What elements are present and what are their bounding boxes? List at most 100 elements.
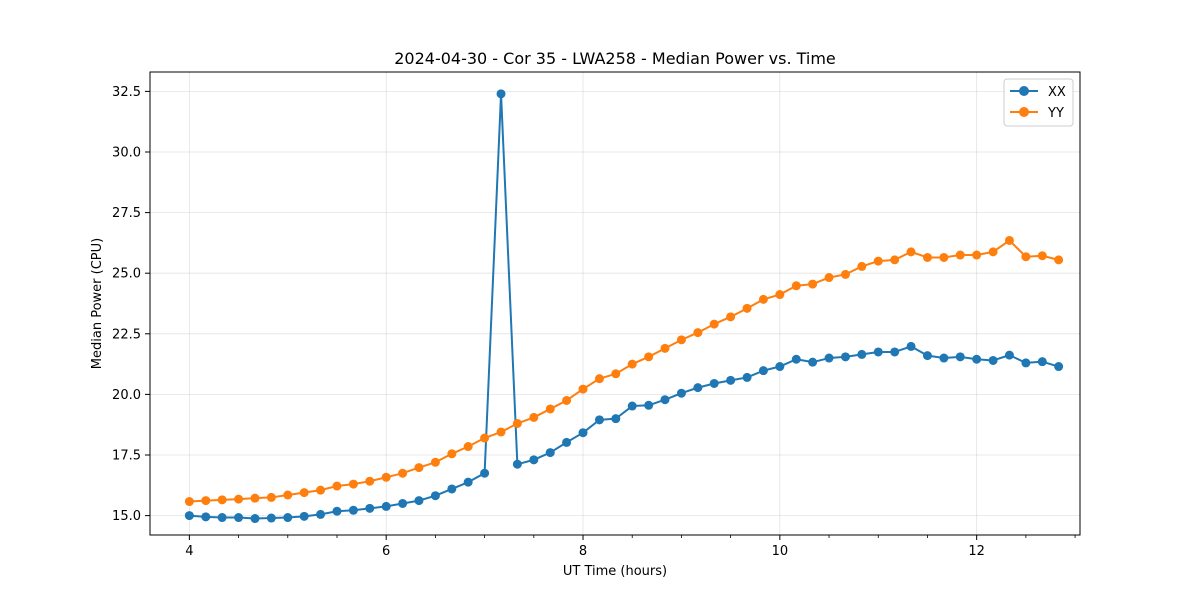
data-point-xx [463, 477, 473, 487]
data-point-xx [611, 414, 621, 424]
x-tick-label: 12 [968, 544, 985, 559]
y-tick-label: 27.5 [112, 206, 141, 221]
data-point-xx [201, 512, 211, 522]
data-point-yy [184, 497, 194, 507]
legend-marker-xx [1019, 86, 1029, 96]
data-point-yy [283, 490, 293, 500]
y-tick-label: 22.5 [112, 327, 141, 342]
data-point-xx [873, 347, 883, 357]
data-point-yy [660, 343, 670, 353]
data-point-yy [562, 395, 572, 405]
data-point-yy [545, 404, 555, 414]
data-point-xx [1054, 362, 1064, 372]
data-point-xx [529, 455, 539, 465]
data-point-yy [791, 281, 801, 291]
data-point-yy [447, 449, 457, 459]
data-point-yy [857, 261, 867, 271]
y-tick-label: 20.0 [112, 388, 141, 403]
legend-label-yy: YY [1047, 106, 1064, 121]
data-point-yy [906, 247, 916, 257]
data-point-yy [742, 303, 752, 313]
data-point-xx [414, 496, 424, 506]
data-point-yy [529, 412, 539, 422]
data-point-yy [348, 479, 358, 489]
data-point-xx [709, 378, 719, 388]
data-point-xx [430, 491, 440, 501]
data-point-xx [348, 505, 358, 515]
data-point-xx [299, 511, 309, 521]
data-point-xx [365, 503, 375, 513]
y-tick-label: 15.0 [112, 509, 141, 524]
data-point-yy [873, 256, 883, 266]
y-axis-label: Median Power (CPU) [90, 238, 105, 369]
data-point-yy [644, 352, 654, 362]
data-point-yy [890, 255, 900, 265]
data-point-yy [1054, 255, 1064, 265]
y-tick-label: 17.5 [112, 449, 141, 464]
data-point-xx [972, 354, 982, 364]
data-point-xx [808, 357, 818, 367]
data-point-yy [250, 493, 260, 503]
data-point-yy [201, 496, 211, 506]
data-point-xx [512, 459, 522, 469]
data-point-yy [955, 250, 965, 260]
data-point-yy [988, 247, 998, 257]
data-point-yy [365, 476, 375, 486]
x-tick-label: 6 [382, 544, 390, 559]
data-point-yy [463, 442, 473, 452]
data-point-xx [480, 468, 490, 478]
data-point-yy [332, 481, 342, 491]
data-point-xx [184, 511, 194, 521]
x-tick-label: 8 [579, 544, 587, 559]
data-point-yy [578, 384, 588, 394]
y-tick-label: 25.0 [112, 267, 141, 282]
y-tick-label: 32.5 [112, 85, 141, 100]
data-point-xx [676, 388, 686, 398]
legend: XX YY [1003, 78, 1074, 127]
data-point-xx [234, 513, 244, 523]
data-point-xx [217, 513, 227, 523]
plot-frame [149, 71, 1081, 536]
data-point-xx [693, 383, 703, 393]
data-point-xx [644, 400, 654, 410]
data-point-yy [775, 290, 785, 300]
data-point-xx [496, 89, 506, 99]
data-point-xx [791, 354, 801, 364]
data-point-xx [1021, 358, 1031, 368]
data-point-yy [1004, 235, 1014, 245]
data-point-yy [217, 495, 227, 505]
data-point-yy [922, 252, 932, 262]
data-point-xx [758, 366, 768, 376]
data-point-xx [578, 428, 588, 438]
y-tick-label: 30.0 [112, 145, 141, 160]
data-point-xx [955, 352, 965, 362]
data-point-yy [808, 279, 818, 289]
data-point-yy [726, 312, 736, 322]
data-point-yy [316, 485, 326, 495]
data-point-yy [627, 359, 637, 369]
chart-title: 2024-04-30 - Cor 35 - LWA258 - Median Po… [394, 49, 836, 68]
data-point-xx [840, 352, 850, 362]
plot-background [150, 72, 1080, 535]
data-point-yy [594, 374, 604, 384]
data-point-xx [922, 351, 932, 361]
data-point-xx [627, 401, 637, 411]
data-point-xx [266, 513, 276, 523]
data-point-xx [562, 437, 572, 447]
data-point-xx [726, 375, 736, 385]
data-point-yy [512, 418, 522, 428]
data-point-xx [906, 341, 916, 351]
data-point-yy [824, 273, 834, 283]
data-point-xx [381, 501, 391, 511]
data-point-xx [857, 349, 867, 359]
data-point-xx [939, 353, 949, 363]
data-point-yy [939, 252, 949, 262]
legend-label-xx: XX [1048, 85, 1066, 100]
data-point-xx [742, 372, 752, 382]
data-point-yy [496, 427, 506, 437]
grid-lines [150, 72, 1080, 535]
data-point-xx [594, 415, 604, 425]
data-point-yy [840, 269, 850, 279]
x-tick-label: 10 [772, 544, 789, 559]
